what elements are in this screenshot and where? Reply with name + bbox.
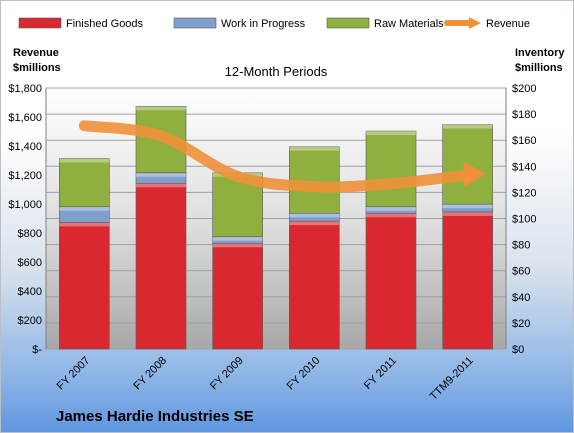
- bar-highlight: [366, 131, 416, 136]
- bar-highlight: [59, 222, 110, 227]
- bar-finished-goods: [365, 212, 417, 350]
- right-tick-label: $160: [512, 135, 536, 147]
- bar-raw-materials: [59, 158, 110, 208]
- category-label: FY 2007: [55, 355, 93, 393]
- bar-highlight: [442, 204, 493, 209]
- bar-highlight: [59, 158, 110, 163]
- legend-label-work-in-progress: Work in Progress: [221, 18, 306, 30]
- left-axis-title-unit: $millions: [13, 62, 61, 74]
- category-label: FY 2009: [208, 355, 246, 393]
- left-tick-label: $600: [18, 257, 42, 269]
- legend-swatch-raw-materials: [326, 17, 370, 29]
- bar-highlight: [366, 206, 416, 211]
- revenue-arrowhead: [463, 162, 486, 187]
- left-tick-label: $200: [18, 315, 42, 327]
- bar-highlight: [59, 206, 110, 211]
- legend-label-revenue: Revenue: [486, 18, 530, 30]
- category-label: FY 2008: [131, 355, 169, 393]
- bar-highlight: [442, 211, 493, 216]
- left-tick-label: $-: [32, 344, 42, 356]
- bar-highlight: [136, 106, 186, 111]
- category-label: TTM9-2011: [428, 355, 476, 403]
- bar-highlight: [289, 146, 340, 151]
- bar-highlight: [442, 124, 493, 129]
- left-tick-label: $1,400: [8, 141, 42, 153]
- right-axis-title-unit: $millions: [515, 62, 563, 74]
- legend-label-raw-materials: Raw Materials: [374, 18, 444, 30]
- bar-finished-goods: [135, 182, 187, 350]
- bar-highlight: [366, 213, 416, 218]
- left-tick-label: $1,200: [8, 170, 42, 182]
- left-tick-label: $1,800: [8, 83, 42, 95]
- bar-highlight: [212, 243, 263, 248]
- left-tick-label: $1,000: [8, 199, 42, 211]
- category-label: FY 2011: [362, 355, 399, 392]
- right-tick-label: $40: [512, 292, 530, 304]
- legend-label-finished-goods: Finished Goods: [66, 18, 144, 30]
- bar-finished-goods: [59, 222, 110, 350]
- left-tick-label: $800: [18, 228, 42, 240]
- revenue-line: [78, 120, 474, 193]
- right-tick-label: $0: [512, 344, 524, 356]
- bar-highlight: [289, 221, 340, 226]
- legend-swatch-work-in-progress: [173, 17, 217, 29]
- bar-finished-goods: [442, 211, 493, 350]
- bar-highlight: [289, 213, 340, 218]
- right-tick-label: $100: [512, 214, 536, 226]
- category-label: FY 2010: [285, 355, 323, 393]
- right-tick-label: $120: [512, 187, 536, 199]
- bar-highlight: [136, 172, 186, 177]
- bar-highlight: [136, 183, 186, 188]
- right-tick-label: $60: [512, 266, 530, 278]
- right-tick-label: $200: [512, 83, 536, 95]
- legend-revenue-arrowhead: [469, 17, 481, 29]
- chart-title: 12-Month Periods: [225, 64, 328, 79]
- right-axis-title: Inventory: [515, 47, 565, 59]
- bar-highlight: [212, 236, 263, 241]
- company-name: James Hardie Industries SE: [56, 408, 254, 425]
- left-axis-title: Revenue: [13, 47, 59, 59]
- right-tick-label: $180: [512, 109, 536, 121]
- bar-finished-goods: [289, 220, 340, 350]
- bar-raw-materials: [289, 146, 340, 214]
- right-tick-label: $140: [512, 161, 536, 173]
- bar-finished-goods: [212, 242, 263, 350]
- right-tick-label: $80: [512, 240, 530, 252]
- legend-swatch-finished-goods: [18, 17, 62, 29]
- left-tick-label: $400: [18, 286, 42, 298]
- left-tick-label: $1,600: [8, 112, 42, 124]
- right-tick-label: $20: [512, 318, 530, 330]
- bar-raw-materials: [365, 130, 417, 208]
